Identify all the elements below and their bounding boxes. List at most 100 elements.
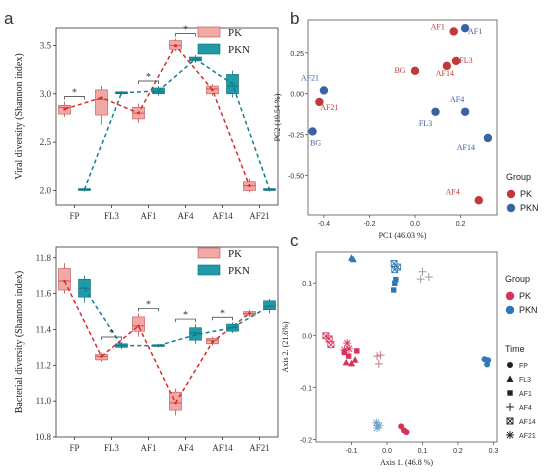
- pcoa-point-pkn-af14: [391, 266, 399, 274]
- shape-legend-title: Time: [505, 344, 525, 354]
- legend-swatch-pk: [197, 26, 221, 38]
- legend-swatch-pkn: [197, 264, 221, 276]
- pca-point-pkn: [483, 133, 493, 143]
- y-tick-label: 11.8: [36, 253, 52, 263]
- pca-point-label: AF14: [457, 143, 475, 152]
- pcoa-point-pk-fl3: [342, 358, 350, 366]
- pcoa-point-pk-af1: [345, 353, 352, 359]
- y-axis-label: Bacterial diversity (Shannon index): [14, 271, 25, 413]
- y-axis-label: Axis 2. (21.6%): [281, 321, 290, 372]
- legend-title: Group: [505, 274, 530, 284]
- pk-mean-point: [100, 96, 103, 99]
- pkn-mean-point: [83, 286, 86, 290]
- y-tick-label: 10.8: [35, 432, 51, 442]
- shape-legend-marker-fp: [507, 362, 513, 368]
- legend-label-pkn: PKN: [519, 305, 538, 315]
- pcoa-point-pk-af14: [327, 341, 335, 349]
- pca-point-label: AF1: [468, 27, 482, 36]
- x-axis-label: PC1 (46.03 %): [379, 231, 427, 240]
- pca-point-pkn: [431, 107, 440, 116]
- pca-point-pk: [449, 27, 458, 36]
- pcoa-point-pkn-af4: [418, 267, 427, 276]
- x-tick-label: AF1: [140, 211, 156, 221]
- significance-bracket: [138, 307, 159, 312]
- pca-point-pk: [315, 97, 324, 107]
- shape-legend-label-fp: FP: [519, 363, 528, 370]
- pk-mean-point: [174, 44, 177, 47]
- pca-point-pkn: [460, 23, 470, 33]
- pca-point-label: AF14: [436, 69, 454, 78]
- pca-point-label: AF1: [431, 22, 445, 31]
- x-tick-label: -0.1: [345, 448, 357, 455]
- pk-mean-point: [248, 312, 251, 315]
- plot-frame: [307, 19, 498, 216]
- pkn-mean-point: [83, 188, 86, 191]
- pk-mean-point: [63, 279, 66, 283]
- pcoa-point-pkn-af4: [424, 272, 433, 281]
- y-tick-label: -0.50: [288, 174, 304, 181]
- legend-label-pk: PK: [520, 189, 532, 199]
- y-tick-label: 0.0: [302, 333, 312, 340]
- pcoa-point-pk-fl3: [347, 359, 355, 367]
- pcoa-point-pk-af4: [376, 351, 385, 360]
- pcoa-point-pkn-af1: [392, 280, 398, 286]
- pcoa-point-pk-af4: [374, 359, 383, 368]
- significance-bracket: [138, 80, 159, 85]
- pk-mean-point: [63, 107, 66, 111]
- significance-star: *: [146, 299, 151, 310]
- x-tick-label: AF14: [212, 211, 233, 221]
- pca-point-pkn: [308, 127, 317, 136]
- y-tick-label: 11.0: [36, 396, 52, 406]
- pcoa-point-pkn-fp: [484, 361, 491, 368]
- significance-bracket: [175, 33, 196, 37]
- shape-legend-label-af21: AF21: [519, 433, 536, 440]
- pkn-mean-line: [83, 287, 270, 347]
- pca-point-label: AF4: [446, 187, 460, 196]
- pca-point-pk: [451, 56, 461, 66]
- shape-legend-marker-af1: [507, 390, 513, 396]
- pk-mean-line: [64, 44, 251, 186]
- pcoa-point-pk-af21: [345, 344, 354, 353]
- pkn-mean-point: [268, 188, 271, 191]
- pkn-mean-point: [231, 82, 234, 86]
- pkn-mean-point: [194, 57, 197, 61]
- panel-letter-a: a: [4, 9, 14, 28]
- x-tick-label: AF21: [249, 443, 270, 453]
- significance-star: *: [146, 72, 151, 83]
- pca-point-pk: [474, 196, 483, 205]
- legend-label-pkn: PKN: [228, 265, 250, 277]
- shape-legend-marker-af14: [506, 417, 514, 425]
- x-tick-label: AF1: [140, 443, 156, 453]
- plot-frame: [55, 246, 279, 438]
- pcoa-point-pkn-af4: [416, 275, 425, 284]
- y-tick-label: 11.2: [36, 360, 51, 370]
- shape-legend-marker-fl3: [506, 375, 514, 382]
- x-tick-label: FP: [69, 211, 79, 221]
- legend-label-pk: PK: [228, 248, 242, 260]
- pca-point-label: BG: [310, 138, 321, 147]
- y-axis-label: Viral diversity (Shannon index): [14, 53, 25, 179]
- significance-star: *: [220, 308, 225, 319]
- x-tick-label: FL3: [104, 211, 120, 221]
- pca-point-label: AF21: [320, 103, 338, 112]
- pk-mean-point: [100, 355, 103, 358]
- pkn-mean-point: [157, 344, 160, 347]
- pcoa-point-pkn-fl3: [349, 255, 357, 263]
- pca-point-pk: [442, 61, 452, 71]
- plot-frame: [315, 251, 498, 443]
- significance-star: *: [109, 328, 114, 339]
- pcoa-point-pk-af4: [373, 352, 382, 361]
- pkn-mean-line: [83, 58, 271, 190]
- x-tick-label: 0.1: [418, 448, 428, 455]
- y-tick-label: 3.5: [40, 40, 52, 50]
- pcoa-point-pk-fl3: [351, 356, 359, 363]
- legend-swatch-pk: [197, 247, 221, 259]
- pk-mean-line: [63, 280, 250, 405]
- shape-legend-label-af4: AF4: [519, 405, 532, 412]
- x-tick-label: FP: [69, 443, 79, 453]
- y-tick-label: -0.2: [300, 437, 312, 444]
- significance-star: *: [72, 88, 77, 99]
- x-tick-label: 0.2: [456, 221, 466, 228]
- x-tick-label: -0.4: [318, 221, 330, 228]
